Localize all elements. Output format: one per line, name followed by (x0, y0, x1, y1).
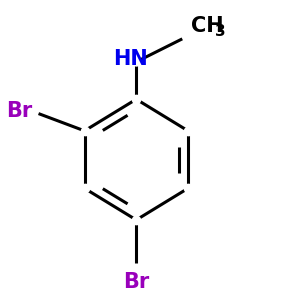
Text: CH: CH (191, 16, 224, 36)
Text: 3: 3 (215, 24, 225, 39)
Text: Br: Br (7, 101, 33, 121)
Text: Br: Br (123, 272, 149, 292)
Text: HN: HN (113, 49, 148, 69)
